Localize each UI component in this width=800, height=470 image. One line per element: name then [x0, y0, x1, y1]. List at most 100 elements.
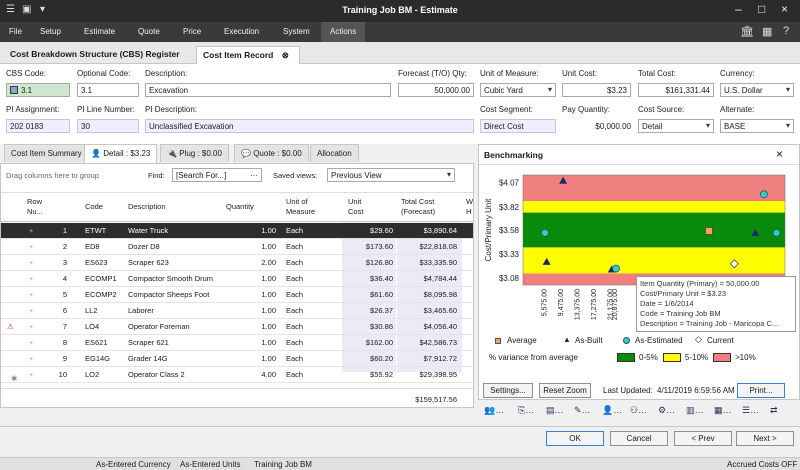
total-cost-field[interactable]: $161,331.44: [638, 83, 714, 97]
menu-system[interactable]: System: [283, 27, 310, 36]
print-button[interactable]: Print...: [737, 383, 785, 398]
col-uom[interactable]: Unit of Measure: [286, 197, 316, 216]
expand-row-icon[interactable]: +: [29, 226, 34, 235]
tab-cost-item-record[interactable]: Cost Item Record ⊗: [196, 46, 300, 64]
swap-icon[interactable]: ⇄: [770, 405, 778, 415]
menu-estimate[interactable]: Estimate: [84, 27, 116, 36]
row-description: Operator Foreman: [128, 322, 190, 331]
menu-quote[interactable]: Quote: [138, 27, 160, 36]
average-point: [705, 227, 713, 235]
find-input[interactable]: [Search For...] ···: [172, 168, 262, 182]
expand-row-icon[interactable]: +: [29, 354, 34, 363]
col-unit-cost[interactable]: Unit Cost: [348, 197, 364, 216]
expand-row-icon[interactable]: +: [29, 370, 34, 379]
quick-access-icon[interactable]: ▾: [40, 4, 46, 15]
close-icon[interactable]: ×: [781, 2, 789, 16]
row-unit-cost: $30.86: [370, 322, 393, 331]
table-row[interactable]: +5 ECOMP2 Compactor Sheeps Foot 1.00 Each $61…: [1, 287, 473, 303]
copy-icon[interactable]: ⎘…: [518, 405, 535, 415]
list-icon[interactable]: ☰…: [742, 405, 760, 415]
alternate-select[interactable]: BASE: [720, 119, 794, 133]
close-tab-icon[interactable]: ⊗: [281, 50, 289, 60]
benchmark-close-icon[interactable]: ×: [776, 147, 784, 161]
pi-assignment-field[interactable]: 202 0183: [6, 119, 70, 133]
expand-row-icon[interactable]: +: [29, 306, 34, 315]
row-description: Operator Class 2: [128, 370, 185, 379]
tab-detail[interactable]: 👤 Detail : $3.23: [84, 144, 158, 163]
layout-icon[interactable]: ▦: [762, 26, 773, 38]
forecast-qty-field[interactable]: 50,000.00: [398, 83, 474, 97]
ok-button[interactable]: OK: [546, 431, 604, 446]
benchmark-panel: Benchmarking × $4.07 $3.82 $3.58 $3.33 $3.08…: [478, 144, 800, 400]
pi-description-field[interactable]: Unclassified Excavation: [145, 119, 474, 133]
table-row[interactable]: +4 ECOMP1 Compactor Smooth Drum 1.00 Each $36…: [1, 271, 473, 287]
table-row[interactable]: + ⚠ 7 LO4 Operator Foreman 1.00 Each $30.86 $4,0…: [1, 319, 473, 335]
cost-source-select[interactable]: Detail: [638, 119, 714, 133]
expand-row-icon[interactable]: +: [29, 258, 34, 267]
cost-segment-field[interactable]: Direct Cost: [480, 119, 556, 133]
tab-plug[interactable]: 🔌 Plug : $0.00: [160, 144, 229, 162]
expand-row-icon[interactable]: +: [29, 274, 34, 283]
menu-setup[interactable]: Setup: [40, 27, 61, 36]
table-row[interactable]: +6 LL2 Laborer 1.00 Each $26.37 $3,465.60: [1, 303, 473, 319]
row-quantity: 1.00: [261, 242, 276, 251]
bank-icon[interactable]: 🏛: [740, 26, 754, 38]
table-row[interactable]: +8 ES621 Scraper 621 1.00 Each $162.00 $42,586…: [1, 335, 473, 351]
optional-code-field[interactable]: 3.1: [77, 83, 139, 97]
col-w-h[interactable]: W H: [466, 197, 474, 216]
col-description[interactable]: Description: [128, 202, 166, 211]
minimize-icon[interactable]: –: [735, 2, 742, 16]
tab-cbs-register[interactable]: Cost Breakdown Structure (CBS) Register: [10, 49, 180, 59]
cbs-code-field[interactable]: 3.1: [6, 83, 70, 97]
col-total-forecast[interactable]: Total Cost (Forecast): [401, 197, 436, 216]
save-icon[interactable]: ▣: [22, 4, 32, 15]
cancel-button[interactable]: Cancel: [610, 431, 668, 446]
tab-cost-item-summary[interactable]: Cost Item Summary: [4, 144, 89, 162]
table-row[interactable]: +9 EG14G Grader 14G 1.00 Each $60.20 $7,912.72: [1, 351, 473, 367]
users-icon[interactable]: 👤…: [602, 405, 623, 415]
col-quantity[interactable]: Quantity: [226, 202, 254, 211]
unit-cost-field[interactable]: $3.23: [562, 83, 631, 97]
maximize-icon[interactable]: □: [758, 2, 766, 16]
expand-row-icon[interactable]: +: [29, 290, 34, 299]
row-uom: Each: [286, 274, 304, 283]
pi-line-field[interactable]: 30: [77, 119, 139, 133]
group-icon[interactable]: ⚇…: [630, 405, 648, 415]
help-icon[interactable]: ?: [783, 25, 790, 37]
table-row[interactable]: +2 ED8 Dozer D8 1.00 Each $173.60 $22,818.08: [1, 239, 473, 255]
settings-icon[interactable]: ⚙…: [658, 405, 676, 415]
tab-quote[interactable]: 💬 Quote : $0.00: [234, 144, 309, 162]
table-row[interactable]: + → 1 ETWT Water Truck 1.00 Each $29.60 $3,890.6…: [1, 223, 473, 239]
row-number: 3: [62, 258, 67, 267]
expand-row-icon[interactable]: +: [29, 322, 34, 331]
menu-execution[interactable]: Execution: [224, 27, 260, 36]
prev-button[interactable]: < Prev: [674, 431, 732, 446]
table-row[interactable]: +10 LO2 Operator Class 2 4.00 Each $55.92 $29,…: [1, 367, 473, 383]
reset-zoom-button[interactable]: Reset Zoom: [539, 383, 591, 398]
new-row-icon[interactable]: ✱: [11, 374, 18, 383]
edit-icon[interactable]: ✎…: [574, 405, 591, 415]
menu-file[interactable]: File: [9, 27, 22, 36]
col-code[interactable]: Code: [85, 202, 103, 211]
find-options-icon[interactable]: ···: [250, 171, 258, 180]
document-icon[interactable]: ▤…: [546, 405, 564, 415]
menu-actions[interactable]: Actions: [321, 22, 366, 42]
saved-views-select[interactable]: Previous View: [327, 168, 455, 182]
col-row-num[interactable]: Row Nu...: [27, 197, 43, 216]
table-row[interactable]: +3 ES623 Scraper 623 2.00 Each $126.80 $33,335…: [1, 255, 473, 271]
table-icon[interactable]: ▥…: [686, 405, 704, 415]
settings-button[interactable]: Settings...: [483, 383, 533, 398]
description-field[interactable]: Excavation: [145, 83, 391, 97]
currency-select[interactable]: U.S. Dollar: [720, 83, 794, 97]
benchmark-chart[interactable]: $4.07 $3.82 $3.58 $3.33 $3.08 Cost/Primary Un…: [479, 167, 799, 337]
next-button[interactable]: Next >: [736, 431, 794, 446]
grid-icon[interactable]: ▦…: [714, 405, 732, 415]
uom-select[interactable]: Cubic Yard: [480, 83, 556, 97]
tooltip-line-5: Description = Training Job - Maricopa C.…: [640, 319, 779, 328]
menu-price[interactable]: Price: [183, 27, 202, 36]
expand-row-icon[interactable]: +: [29, 242, 34, 251]
tab-allocation[interactable]: Allocation: [310, 144, 359, 162]
pay-qty-label: Pay Quantity:: [562, 105, 611, 114]
assign-user-icon[interactable]: 👥…: [484, 405, 505, 415]
expand-row-icon[interactable]: +: [29, 338, 34, 347]
